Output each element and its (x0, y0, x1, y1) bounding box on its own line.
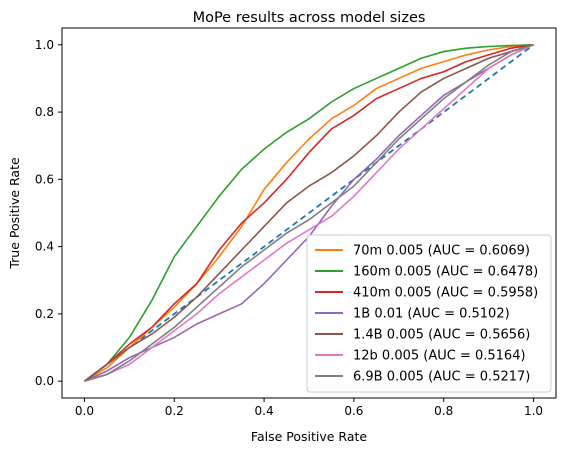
legend: 70m 0.005 (AUC = 0.6069) 160m 0.005 (AUC … (306, 234, 552, 393)
legend-label-4: 1B 0.01 (AUC = 0.5102) (353, 307, 510, 322)
series-line-7 (84, 44, 534, 382)
y-tick-label: 0.0 (35, 374, 54, 388)
y-tick-label: 0.6 (35, 172, 54, 186)
x-tick-label: 0.4 (255, 404, 274, 418)
series-line-2 (83, 44, 534, 382)
y-axis-label: True Positive Rate (7, 157, 22, 270)
y-tick-label: 0.8 (35, 105, 54, 119)
legend-label-1: 70m 0.005 (AUC = 0.6069) (353, 244, 530, 259)
x-tick-label: 0.0 (75, 404, 94, 418)
legend-label-2: 160m 0.005 (AUC = 0.6478) (353, 265, 538, 280)
legend-label-7: 6.9B 0.005 (AUC = 0.5217) (353, 370, 530, 385)
x-tick-label: 0.6 (344, 404, 363, 418)
legend-label-3: 410m 0.005 (AUC = 0.5958) (353, 286, 538, 301)
legend-box (306, 234, 552, 393)
series-line-5 (83, 44, 534, 382)
legend-label-5: 1.4B 0.005 (AUC = 0.5656) (353, 328, 530, 343)
x-tick-label: 0.2 (165, 404, 184, 418)
plot-area (83, 44, 535, 382)
reference-diagonal (83, 44, 535, 382)
x-tick-label: 0.8 (434, 404, 453, 418)
chart-title: MoPe results across model sizes (193, 10, 426, 26)
legend-label-6: 12b 0.005 (AUC = 0.5164) (353, 349, 526, 364)
axis-ticks: 0.0 0.2 0.4 0.6 0.8 1.0 0.0 0.2 0.4 0.6 0.8 1.0 (35, 38, 543, 418)
y-tick-label: 0.4 (35, 240, 54, 254)
x-tick-label: 1.0 (524, 404, 543, 418)
axes-frame (61, 27, 557, 399)
y-tick-label: 0.2 (35, 307, 54, 321)
series-line-3 (83, 44, 534, 382)
series-line-6 (84, 44, 534, 382)
x-axis-label: False Positive Rate (251, 429, 367, 444)
y-tick-label: 1.0 (35, 38, 54, 52)
